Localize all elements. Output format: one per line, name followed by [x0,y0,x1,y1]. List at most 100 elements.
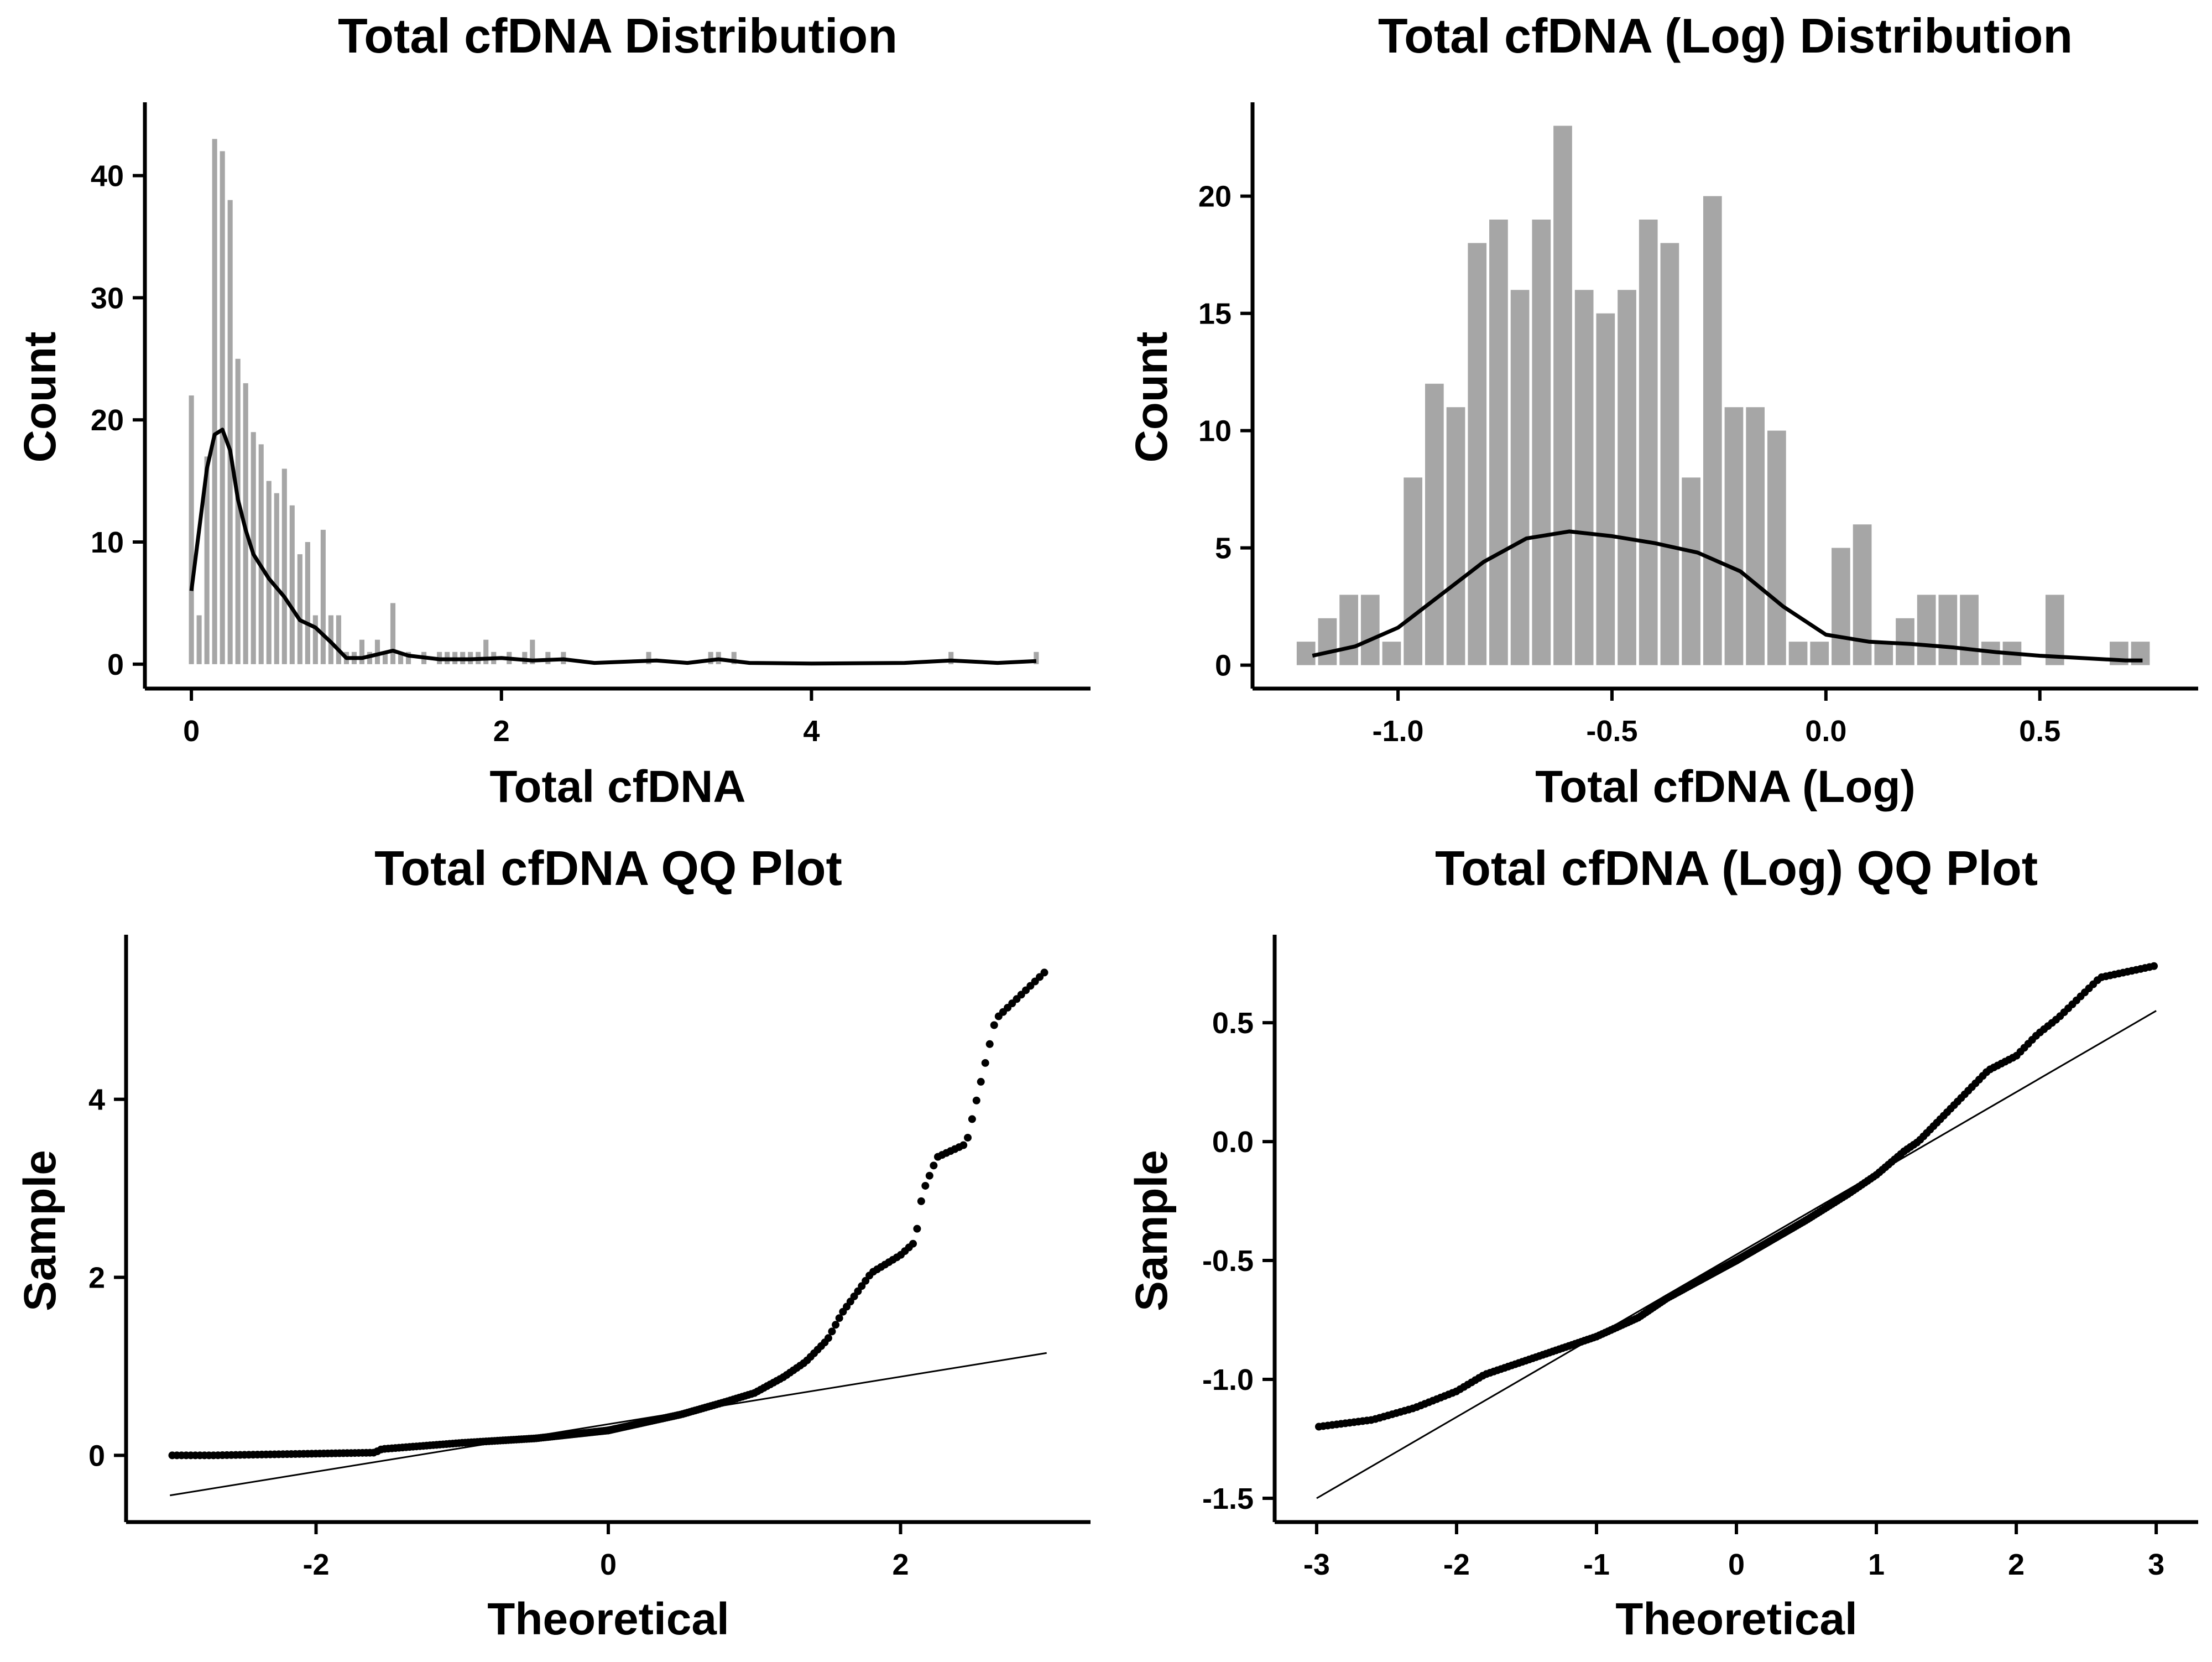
y-tick-label: 0 [107,648,124,681]
panel1-xlabel: Total cfDNA (Log) [1535,762,1916,812]
qq-point [909,1239,917,1248]
histogram-bar [406,652,411,664]
histogram-bar [1853,524,1872,665]
panel2-title: Total cfDNA QQ Plot [374,841,842,895]
histogram-bar [227,200,233,664]
qq-point [832,1321,840,1329]
qq-point [1040,968,1048,977]
qq-point [835,1314,843,1322]
qq-point [824,1334,832,1342]
x-tick-label: 4 [803,715,820,748]
histogram-bar [1468,243,1487,665]
histogram-bar [948,652,954,664]
histogram-bar [1339,595,1358,665]
histogram-bar [1767,430,1786,665]
qq-point [921,1181,930,1190]
histogram-bar [1703,196,1722,665]
x-tick-label: -2 [303,1548,330,1581]
histogram-bar [189,395,194,664]
histogram-bar [289,505,295,664]
histogram-bar [359,639,365,664]
histogram-bar [390,603,396,664]
panel2-plot: -2 0 2 0 2 4 [88,935,1091,1581]
qq-point [930,1161,938,1170]
qq-point [977,1077,985,1086]
histogram-bar [1917,595,1936,665]
histogram-bar [1489,220,1508,665]
histogram-bar [646,652,651,664]
histogram-bar [220,151,225,664]
x-tick-label: 0.5 [2019,715,2060,748]
y-tick-label: 4 [88,1083,105,1117]
panel1-plot: -1.0 -0.5 0.0 0.5 0 5 10 15 20 [1198,102,2198,748]
histogram-bar [731,652,737,664]
histogram-bar [1596,313,1615,665]
panel2-ylabel: Sample [15,1150,65,1311]
histogram-bar [1318,618,1337,665]
histogram-bar [297,554,302,664]
panel0-xlabel: Total cfDNA [489,762,745,812]
qq-point [990,1021,998,1029]
x-tick-label: -3 [1303,1548,1330,1581]
panel0-title: Total cfDNA Distribution [338,8,898,63]
x-tick-label: -0.5 [1586,715,1637,748]
histogram-bar [1360,595,1380,665]
qq-point [959,1141,968,1149]
y-tick-label: 10 [91,526,124,559]
reference-line [170,1352,1047,1497]
histogram-bar [382,652,388,664]
kde-curve [1312,529,2143,663]
x-tick-label: 2 [493,715,510,748]
panel1-title: Total cfDNA (Log) Distribution [1378,8,2073,63]
histogram-bar [1832,548,1850,665]
x-tick-label: -2 [1443,1548,1470,1581]
histogram-bar [374,639,380,664]
histogram-bar [1532,220,1551,665]
histogram-bar [1746,407,1765,665]
histogram-bar [1446,407,1465,665]
y-tick-label: 15 [1198,298,1232,331]
x-tick-label: 0 [600,1548,617,1581]
histogram-bar [1296,642,1316,665]
histogram-bar [281,468,287,664]
histogram-bar [483,639,489,664]
y-tick-label: 0 [88,1439,105,1472]
histogram-bar [1660,243,1679,665]
histogram-bar [1810,642,1829,665]
qq-point [828,1327,836,1336]
x-tick-label: -1 [1583,1548,1610,1581]
qq-point [917,1197,925,1205]
x-tick-label: -1.0 [1373,715,1424,748]
kde-curve [189,428,1037,666]
histogram-bar [1574,290,1594,665]
panel2-xlabel: Theoretical [487,1594,729,1644]
y-tick-label: -1.0 [1202,1363,1254,1397]
qq-point [972,1096,980,1104]
histogram-bar [336,615,341,664]
qq-point [964,1133,972,1142]
histogram-bar [196,615,202,664]
panel3-plot: -3 -2 -1 0 1 2 3 -1.5 -1.0 -0.5 0.0 0.5 [1202,935,2198,1581]
histogram-bar [258,444,264,664]
panel0-ylabel: Count [15,332,65,463]
x-tick-label: 3 [2148,1548,2164,1581]
qq-point [968,1115,976,1123]
histogram-bar [1034,652,1039,664]
qq-point [2150,962,2158,970]
histogram-bar [266,481,272,664]
y-tick-label: 0.5 [1212,1007,1254,1040]
y-tick-label: 5 [1215,532,1232,565]
qq-point [913,1225,921,1233]
histogram-bar [235,358,241,664]
y-tick-label: 20 [1198,180,1232,213]
panel3-xlabel: Theoretical [1615,1594,1857,1644]
histogram-bar [274,493,279,664]
histogram-bar [530,639,535,664]
histogram-bar [1639,220,1658,665]
histogram-bar [312,615,318,664]
y-tick-label: 0.0 [1212,1126,1254,1159]
x-tick-label: 0 [183,715,200,748]
